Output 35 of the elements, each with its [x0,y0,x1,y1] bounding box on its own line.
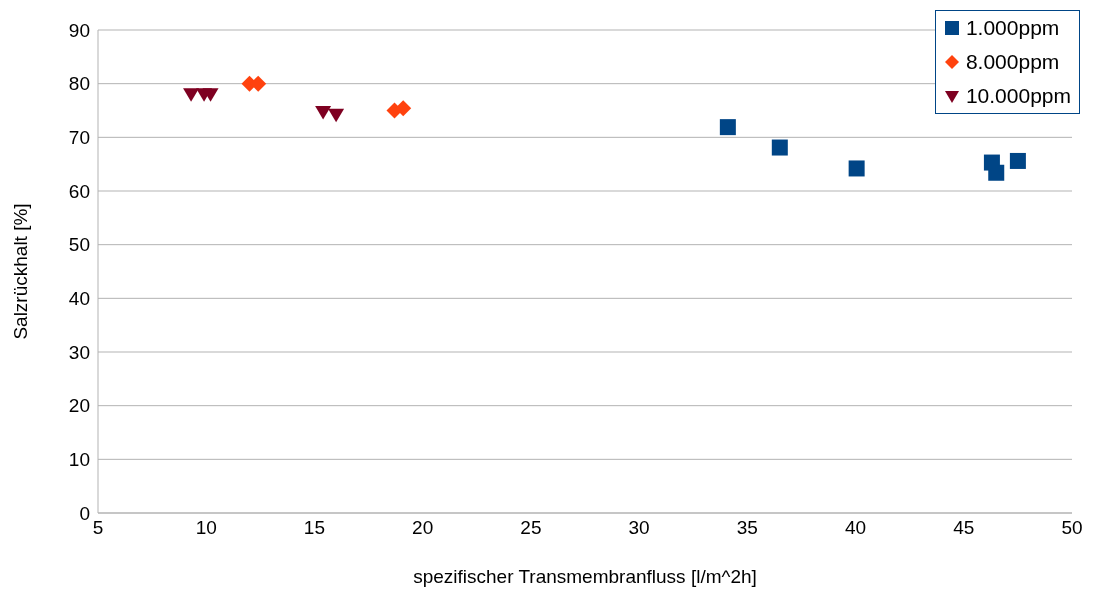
point [395,100,412,117]
x-tick-label: 15 [303,517,326,539]
y-tick-label: 70 [68,127,90,149]
point [202,88,219,102]
y-tick-label: 50 [68,234,90,256]
y-tick-label: 80 [68,73,90,95]
point [1009,152,1026,169]
point [988,164,1005,181]
x-tick-label: 40 [844,517,867,539]
y-tick-label: 60 [68,180,90,202]
point [328,108,345,123]
x-tick-label: 35 [736,517,758,539]
x-tick-label: 30 [628,517,650,539]
legend-label: 1.000ppm [965,15,1060,41]
point [315,105,332,120]
x-tick-label: 10 [195,517,217,539]
y-tick-label: 10 [68,449,90,471]
y-tick-label: 90 [68,19,90,41]
y-tick-label: 40 [68,288,90,310]
y-tick-label: 30 [68,341,90,363]
legend-label: 8.000ppm [965,49,1060,75]
x-tick-label: 5 [92,517,104,539]
y-tick-label: 0 [79,502,90,524]
point [719,119,736,136]
x-tick-label: 50 [1061,517,1083,539]
y-axis-title: Salzrückhalt [%] [9,203,31,340]
x-axis-title: spezifischer Transmembranfluss [l/m^2h] [413,566,757,587]
y-tick-label: 20 [68,395,90,417]
x-tick-label: 20 [412,517,434,539]
point [771,139,788,156]
point [848,160,865,177]
legend-label: 10.000ppm [965,83,1071,109]
x-tick-label: 45 [953,517,975,539]
x-tick-label: 25 [520,517,542,539]
point [183,88,200,102]
